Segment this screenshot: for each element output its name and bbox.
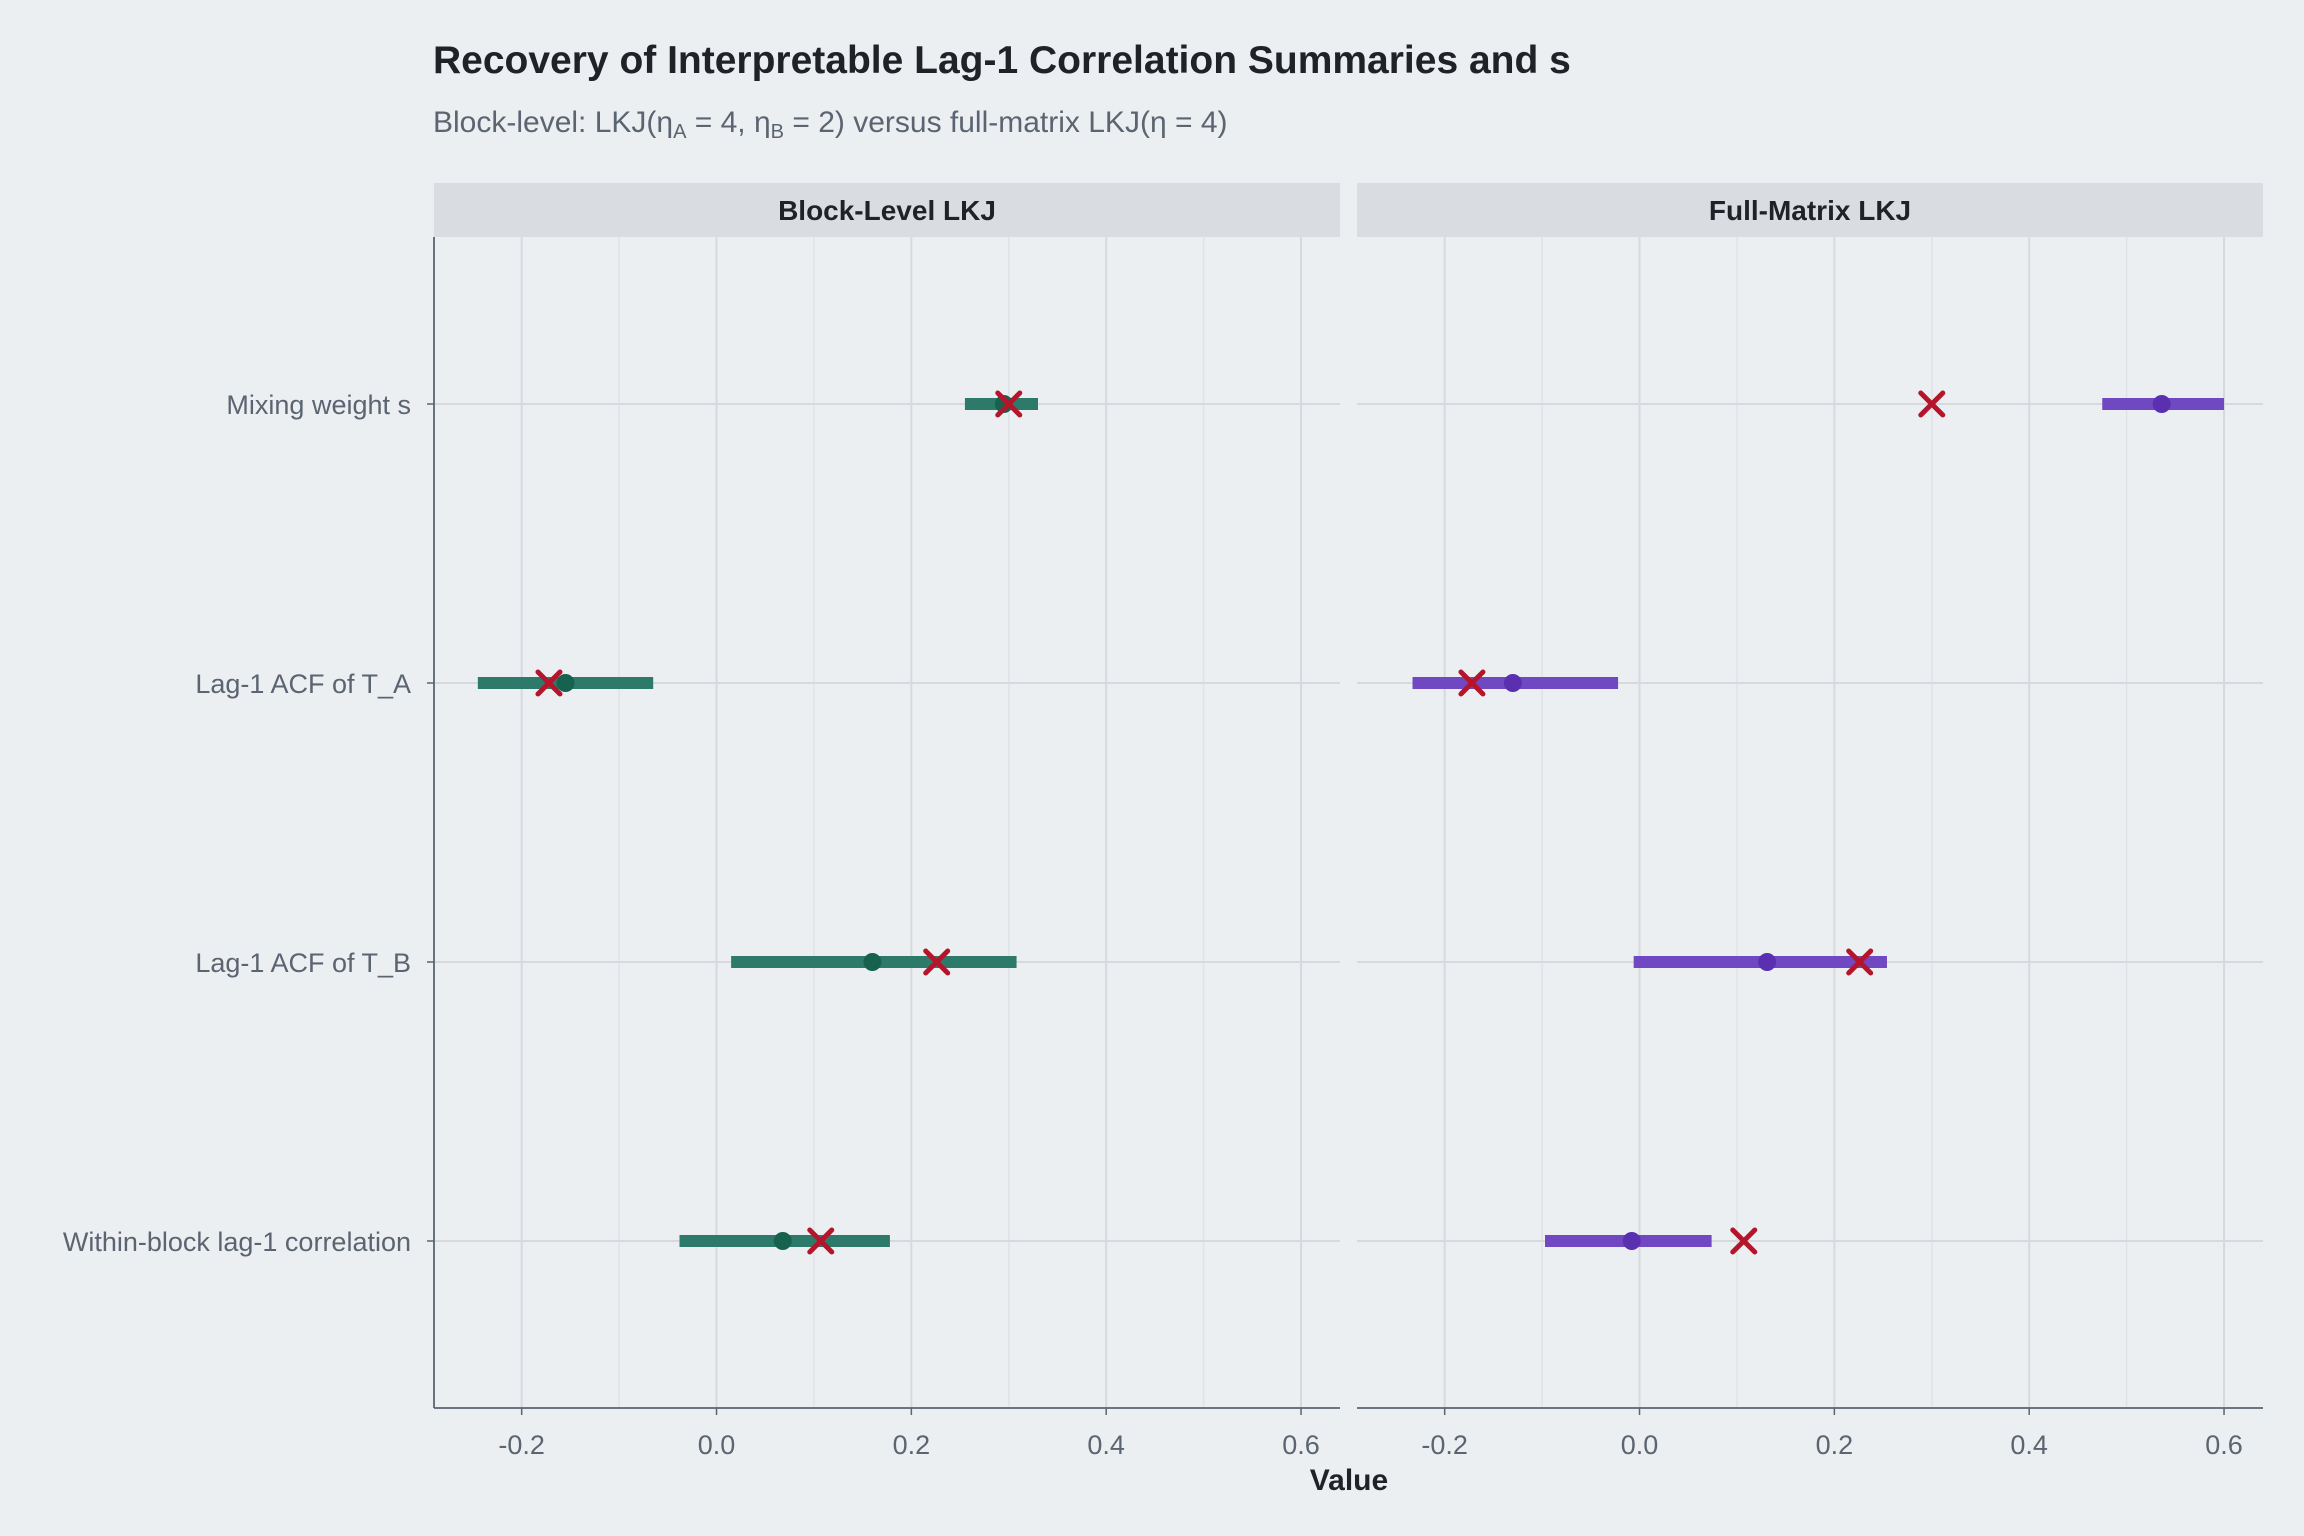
truth-marker-stroke	[1458, 669, 1486, 697]
x-tick-label: -0.2	[498, 1430, 545, 1460]
x-tick-label: 0.6	[1282, 1430, 1320, 1460]
y-axis-labels: Mixing weight s Lag-1 ACF of T_A Lag-1 ACF…	[63, 390, 434, 1257]
truth-marker	[1458, 669, 1486, 697]
panels-group: Block-Level LKJ-0.2 0.0 0.2 0.4 0.6Full-Matr…	[433, 183, 2263, 1460]
truth-marker-stroke	[807, 1227, 835, 1255]
truth-marker	[807, 1227, 835, 1255]
y-tick-label: Lag-1 ACF of T_A	[195, 669, 411, 699]
x-tick-label: 0.0	[1621, 1430, 1659, 1460]
truth-marker-stroke	[995, 390, 1023, 418]
estimate-point	[1503, 674, 1522, 692]
subtitle-sub-b: B	[771, 121, 784, 143]
subtitle-prefix: Block-level: LKJ(	[433, 106, 656, 139]
subtitle-sub-a: A	[673, 121, 687, 143]
truth-marker-stroke	[1918, 390, 1946, 418]
y-tick-label: Mixing weight s	[226, 390, 411, 420]
panel-strip-title: Full-Matrix LKJ	[1709, 195, 1911, 226]
subtitle-eta-b: η	[754, 106, 771, 139]
truth-marker	[995, 390, 1023, 418]
estimate-point	[2152, 395, 2171, 413]
truth-marker	[1730, 1227, 1758, 1255]
x-tick-label: 0.6	[2205, 1430, 2243, 1460]
truth-marker	[923, 948, 951, 976]
panel-0: Block-Level LKJ -0.2 0.0 0.2 0.4 0.6	[433, 183, 1340, 1460]
estimate-point	[556, 674, 575, 692]
truth-marker-stroke	[1730, 1227, 1758, 1255]
estimate-point	[773, 1232, 792, 1250]
subtitle-part-b: = 2) versus full-matrix LKJ(	[784, 106, 1150, 139]
subtitle-eta-a: η	[656, 106, 673, 139]
estimate-point	[863, 953, 882, 971]
x-tick-label: -0.2	[1421, 1430, 1468, 1460]
subtitle-part-a: = 4,	[686, 106, 754, 139]
x-tick-label: 0.4	[1087, 1430, 1125, 1460]
estimate-point	[994, 395, 1013, 413]
estimate-point	[1622, 1232, 1641, 1250]
y-tick-label: Lag-1 ACF of T_B	[195, 948, 411, 978]
chart-subtitle: Block-level: LKJ(ηA = 4, ηB = 2) versus …	[433, 106, 1228, 143]
x-tick-label: 0.4	[2010, 1430, 2048, 1460]
truth-marker	[1918, 390, 1946, 418]
x-tick-label: 0.0	[698, 1430, 736, 1460]
x-tick-label: 0.2	[893, 1430, 931, 1460]
estimate-point	[1758, 953, 1777, 971]
panel-1: Full-Matrix LKJ -0.2 0.0 0.2 0.4 0.6	[1357, 183, 2263, 1460]
strip-background	[434, 183, 1340, 237]
panel-strip-title: Block-Level LKJ	[778, 195, 996, 226]
chart-title: Recovery of Interpretable Lag-1 Correlat…	[433, 39, 1571, 82]
truth-marker	[535, 669, 563, 697]
truth-marker-stroke	[1846, 948, 1874, 976]
y-tick-label: Within-block lag-1 correlation	[63, 1227, 411, 1257]
truth-marker-stroke	[535, 669, 563, 697]
x-axis-title: Value	[1310, 1464, 1388, 1497]
truth-marker-stroke	[923, 948, 951, 976]
x-tick-label: 0.2	[1816, 1430, 1854, 1460]
truth-marker	[1846, 948, 1874, 976]
subtitle-eta-c: η	[1150, 106, 1167, 139]
subtitle-part-c: = 4)	[1167, 106, 1228, 139]
strip-background	[1357, 183, 2263, 237]
